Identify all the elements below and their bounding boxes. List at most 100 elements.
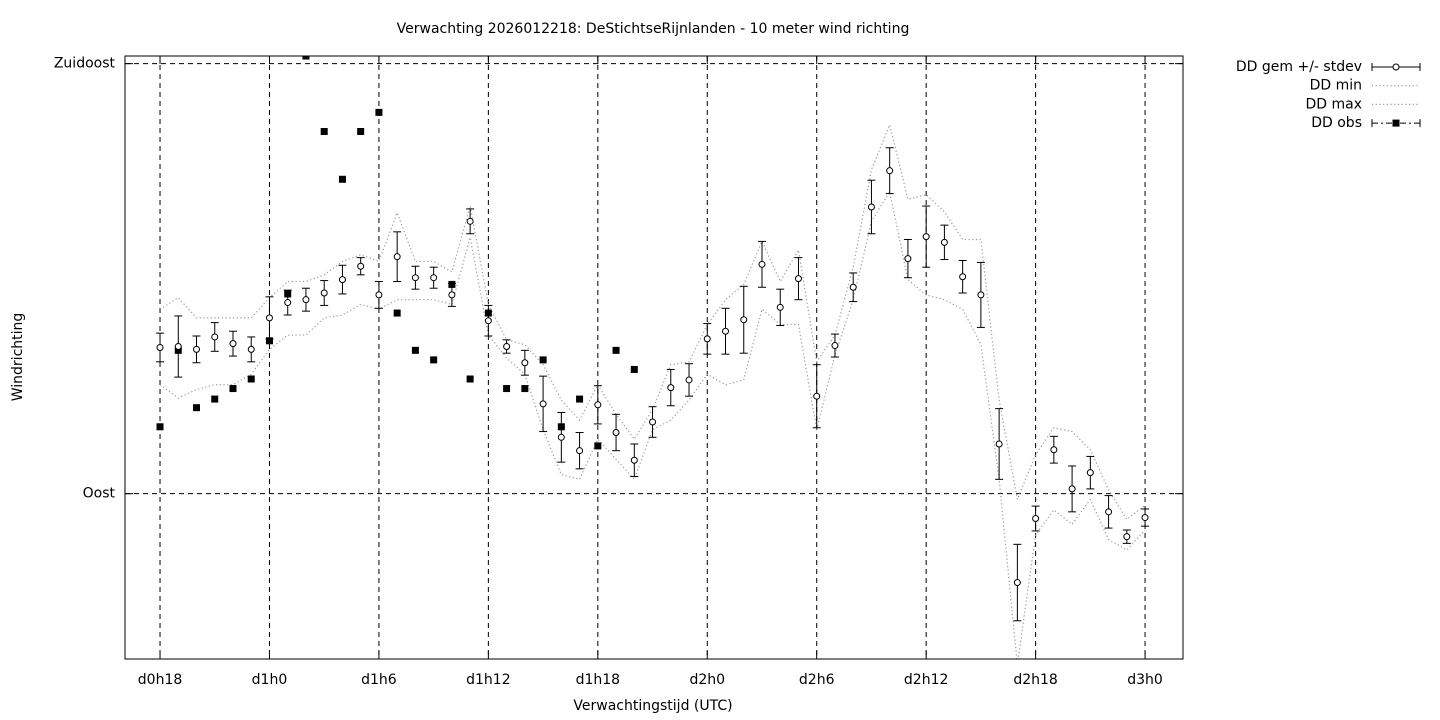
legend-label: DD min: [1310, 78, 1362, 94]
obs-point: [503, 385, 511, 393]
obs-point: [211, 395, 219, 403]
mean-point: [375, 291, 383, 299]
y-axis-label: Windrichting: [10, 313, 26, 402]
plot-frame: [124, 55, 1184, 660]
mean-point: [211, 333, 219, 341]
mean-point: [904, 255, 912, 263]
mean-point: [1032, 515, 1040, 523]
plot-area: [156, 56, 1150, 659]
mean-point: [758, 260, 766, 268]
mean-point: [174, 343, 182, 351]
mean-point: [867, 203, 875, 211]
mean-point: [776, 303, 784, 311]
mean-point: [1123, 533, 1131, 541]
mean-point: [959, 273, 967, 281]
obs-point: [411, 346, 419, 354]
obs-point: [265, 337, 273, 345]
obs-point: [320, 127, 328, 135]
obs-point: [302, 56, 310, 60]
legend-label: DD max: [1305, 96, 1362, 112]
mean-point: [922, 233, 930, 241]
x-tick-label: d2h18: [1013, 672, 1057, 688]
mean-point: [831, 342, 839, 350]
mean-point: [393, 253, 401, 261]
mean-point: [503, 343, 511, 351]
mean-point: [1013, 579, 1021, 587]
legend-swatch: [1392, 63, 1400, 71]
mean-point: [357, 262, 365, 270]
obs-point: [338, 175, 346, 183]
obs-point: [630, 365, 638, 373]
mean-point: [156, 343, 164, 351]
mean-point: [630, 456, 638, 464]
x-tick-label: d1h6: [361, 672, 397, 688]
mean-point: [576, 447, 584, 455]
legend-label: DD obs: [1311, 115, 1362, 131]
mean-point: [284, 299, 292, 307]
mean-point: [302, 296, 310, 304]
obs-point: [247, 375, 255, 383]
mean-point: [521, 359, 529, 367]
mean-point: [1068, 485, 1076, 493]
mean-point: [320, 289, 328, 297]
mean-point: [886, 167, 894, 175]
obs-point: [357, 127, 365, 135]
mean-point: [338, 276, 346, 284]
mean-point: [594, 401, 602, 409]
x-axis-label: Verwachtingstijd (UTC): [573, 698, 732, 714]
x-tick-label: d0h18: [138, 672, 182, 688]
x-tick-label: d1h12: [466, 672, 510, 688]
mean-point: [849, 283, 857, 291]
mean-point: [685, 376, 693, 384]
mean-point: [813, 392, 821, 400]
mean-point: [265, 314, 273, 322]
mean-point: [977, 291, 985, 299]
mean-point: [466, 217, 474, 225]
mean-point: [612, 429, 620, 437]
mean-point: [1050, 446, 1058, 454]
obs-point: [430, 356, 438, 364]
mean-point: [940, 238, 948, 246]
obs-point: [576, 395, 584, 403]
mean-point: [484, 317, 492, 325]
legend-swatch: [1392, 119, 1400, 127]
chart-title: Verwachting 2026012218: DeStichtseRijnla…: [397, 21, 910, 37]
mean-point: [193, 345, 201, 353]
grid: [125, 56, 1183, 659]
obs-point: [193, 404, 201, 412]
mean-point: [229, 340, 237, 348]
mean-point: [995, 440, 1003, 448]
mean-point: [411, 274, 419, 282]
range-line: [159, 122, 1146, 521]
obs-point: [612, 346, 620, 354]
mean-point: [539, 400, 547, 408]
y-tick-label: Oost: [83, 486, 116, 502]
mean-point: [247, 345, 255, 353]
mean-point: [649, 418, 657, 426]
obs-point: [539, 356, 547, 364]
mean-point: [1105, 508, 1113, 516]
x-tick-label: d2h0: [689, 672, 725, 688]
mean-point: [794, 275, 802, 283]
obs-point: [393, 309, 401, 317]
mean-point: [557, 433, 565, 441]
mean-point: [740, 316, 748, 324]
x-tick-label: d2h6: [799, 672, 835, 688]
mean-point: [703, 335, 711, 343]
obs-point: [229, 385, 237, 393]
obs-point: [521, 385, 529, 393]
mean-point: [722, 327, 730, 335]
y-tick-label: Zuidoost: [54, 56, 116, 72]
obs-point: [375, 108, 383, 116]
mean-point: [448, 291, 456, 299]
x-tick-label: d3h0: [1127, 672, 1163, 688]
x-tick-label: d1h18: [576, 672, 620, 688]
obs-point: [594, 442, 602, 450]
mean-point: [1086, 469, 1094, 477]
mean-point: [430, 274, 438, 282]
obs-point: [466, 375, 474, 383]
legend: DD gem +/- stdev DD min DD max DD obs: [1236, 59, 1421, 131]
x-tick-label: d2h12: [904, 672, 948, 688]
legend-label: DD gem +/- stdev: [1236, 59, 1362, 75]
